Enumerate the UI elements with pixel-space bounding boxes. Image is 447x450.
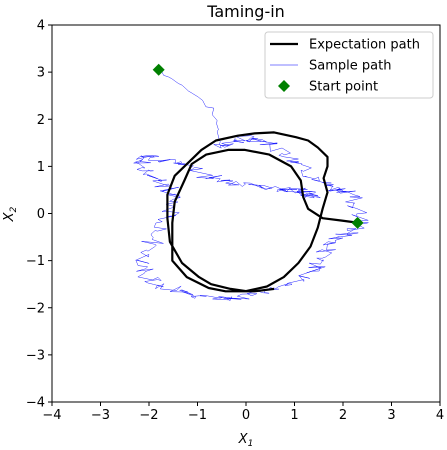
x-tick-label: 3 <box>387 408 395 423</box>
chart-title: Taming-in <box>206 2 285 21</box>
legend-label: Expectation path <box>309 38 420 53</box>
x-tick-label: 0 <box>242 408 250 423</box>
x-tick-label: 2 <box>339 408 347 423</box>
legend-label: Sample path <box>309 59 391 74</box>
y-tick-label: 4 <box>37 19 45 34</box>
y-tick-label: −3 <box>26 348 45 363</box>
x-tick-label: −2 <box>139 408 158 423</box>
sample-path-line <box>133 69 369 302</box>
x-axis-label-subscript: 1 <box>248 439 254 446</box>
expectation-path-line <box>166 131 360 293</box>
x-tick-label: 1 <box>290 408 298 423</box>
legend: Expectation path Sample path Start point <box>264 31 434 99</box>
legend-label: Start point <box>309 80 378 95</box>
legend-box <box>264 31 434 99</box>
y-tick-label: −1 <box>26 254 45 269</box>
start-point-marker <box>152 63 165 76</box>
start-point-marker <box>351 216 364 229</box>
x-tick-label: −3 <box>91 408 110 423</box>
x-axis-label: X1 <box>238 432 254 446</box>
y-tick-label: 3 <box>37 66 45 81</box>
x-tick-label: −4 <box>42 408 61 423</box>
x-axis-label-main: X <box>238 432 249 446</box>
y-axis-label-main: X <box>2 211 17 222</box>
y-tick-label: −4 <box>26 396 45 411</box>
plot-area: −4 −3 −2 −1 0 1 2 3 4 −4 −3 −2 −1 0 1 2 3 4 <box>26 19 444 424</box>
y-tick-label: −2 <box>26 301 45 316</box>
y-tick-label: 1 <box>37 160 45 175</box>
y-axis-label: X2 <box>2 206 19 222</box>
x-tick-label: −1 <box>188 408 207 423</box>
legend-marker-start-point <box>278 80 290 92</box>
x-tick-label: 4 <box>436 408 444 423</box>
y-tick-label: 0 <box>37 207 45 222</box>
y-tick-label: 2 <box>37 113 45 128</box>
y-axis-label-subscript: 2 <box>9 206 19 212</box>
